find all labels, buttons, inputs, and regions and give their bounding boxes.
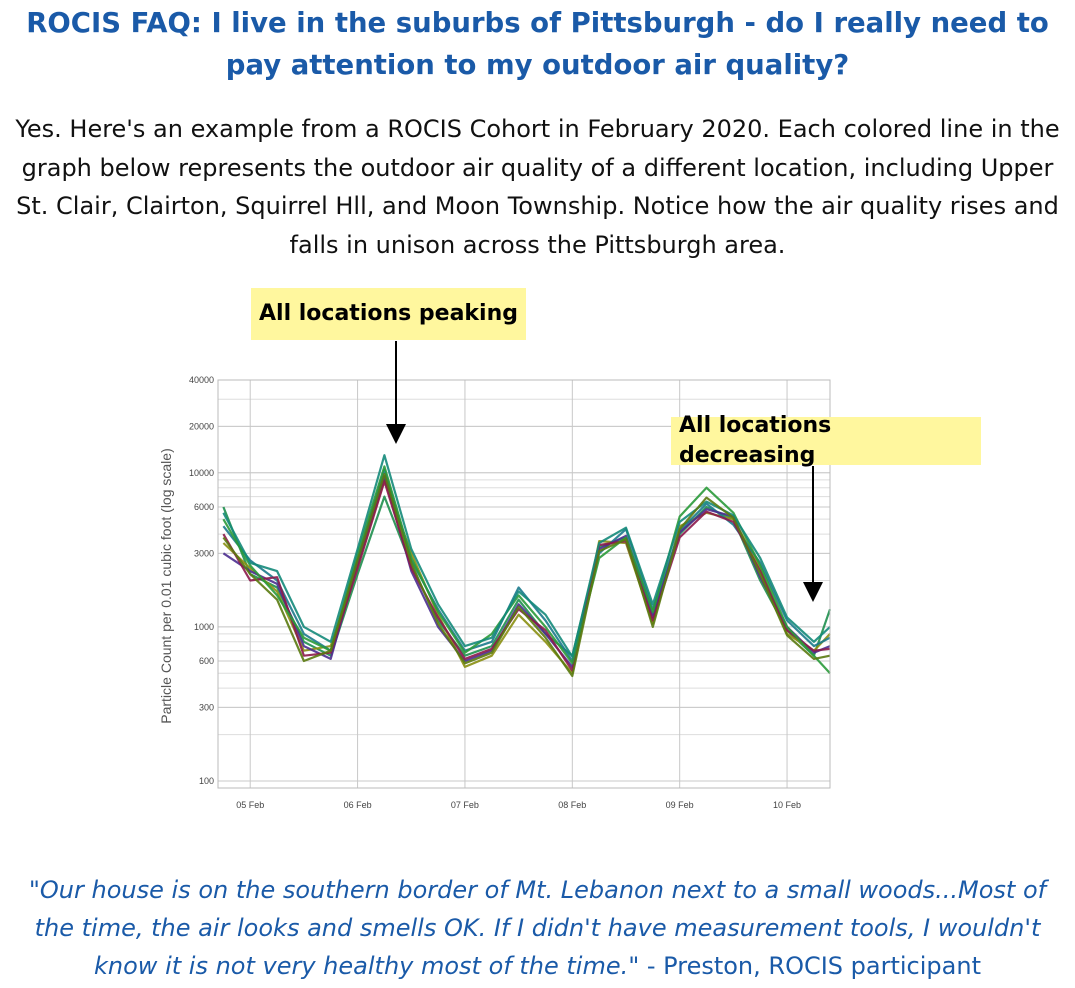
x-tick-label: 08 Feb: [558, 800, 586, 810]
series-line: [222, 472, 831, 678]
quote-text: "Our house is on the southern border of …: [28, 876, 1047, 980]
x-tick-label: 07 Feb: [451, 800, 479, 810]
participant-quote: "Our house is on the southern border of …: [10, 871, 1065, 985]
y-tick-label: 3000: [194, 548, 214, 558]
page-title: ROCIS FAQ: I live in the suburbs of Pitt…: [26, 7, 1049, 81]
x-tick-label: 10 Feb: [773, 800, 801, 810]
callout-decreasing: All locations decreasing: [671, 413, 981, 468]
y-tick-label: 1000: [194, 622, 214, 632]
y-tick-label: 6000: [194, 502, 214, 512]
y-tick-label: 10000: [189, 468, 214, 478]
series-line: [222, 454, 831, 658]
quote-attribution: " - Preston, ROCIS participant: [628, 952, 981, 980]
y-axis-label: Particle Count per 0.01 cubic foot (log …: [158, 448, 174, 723]
y-tick-label: 300: [199, 702, 214, 712]
chart: 100 300 600 1000 3000 6000 10000 20000 40000 05 F…: [150, 360, 850, 830]
y-tick-label: 100: [199, 776, 214, 786]
x-tick-label: 09 Feb: [666, 800, 694, 810]
y-tick-label: 20000: [189, 421, 214, 431]
x-tick-label: 06 Feb: [344, 800, 372, 810]
plot-frame: [217, 379, 831, 789]
series-line: [222, 475, 831, 668]
y-tick-label: 40000: [189, 375, 214, 385]
series-layer: [222, 454, 832, 678]
y-tick-label: 600: [199, 656, 214, 666]
intro-paragraph: Yes. Here's an example from a ROCIS Coho…: [15, 115, 1060, 259]
callout-peaking: All locations peaking: [251, 288, 526, 340]
axis-layer: 100 300 600 1000 3000 6000 10000 20000 40000 05 F…: [189, 375, 831, 810]
chart-svg: 100 300 600 1000 3000 6000 10000 20000 40000 05 F…: [158, 375, 832, 810]
series-line: [222, 478, 831, 675]
x-tick-label: 05 Feb: [236, 800, 264, 810]
